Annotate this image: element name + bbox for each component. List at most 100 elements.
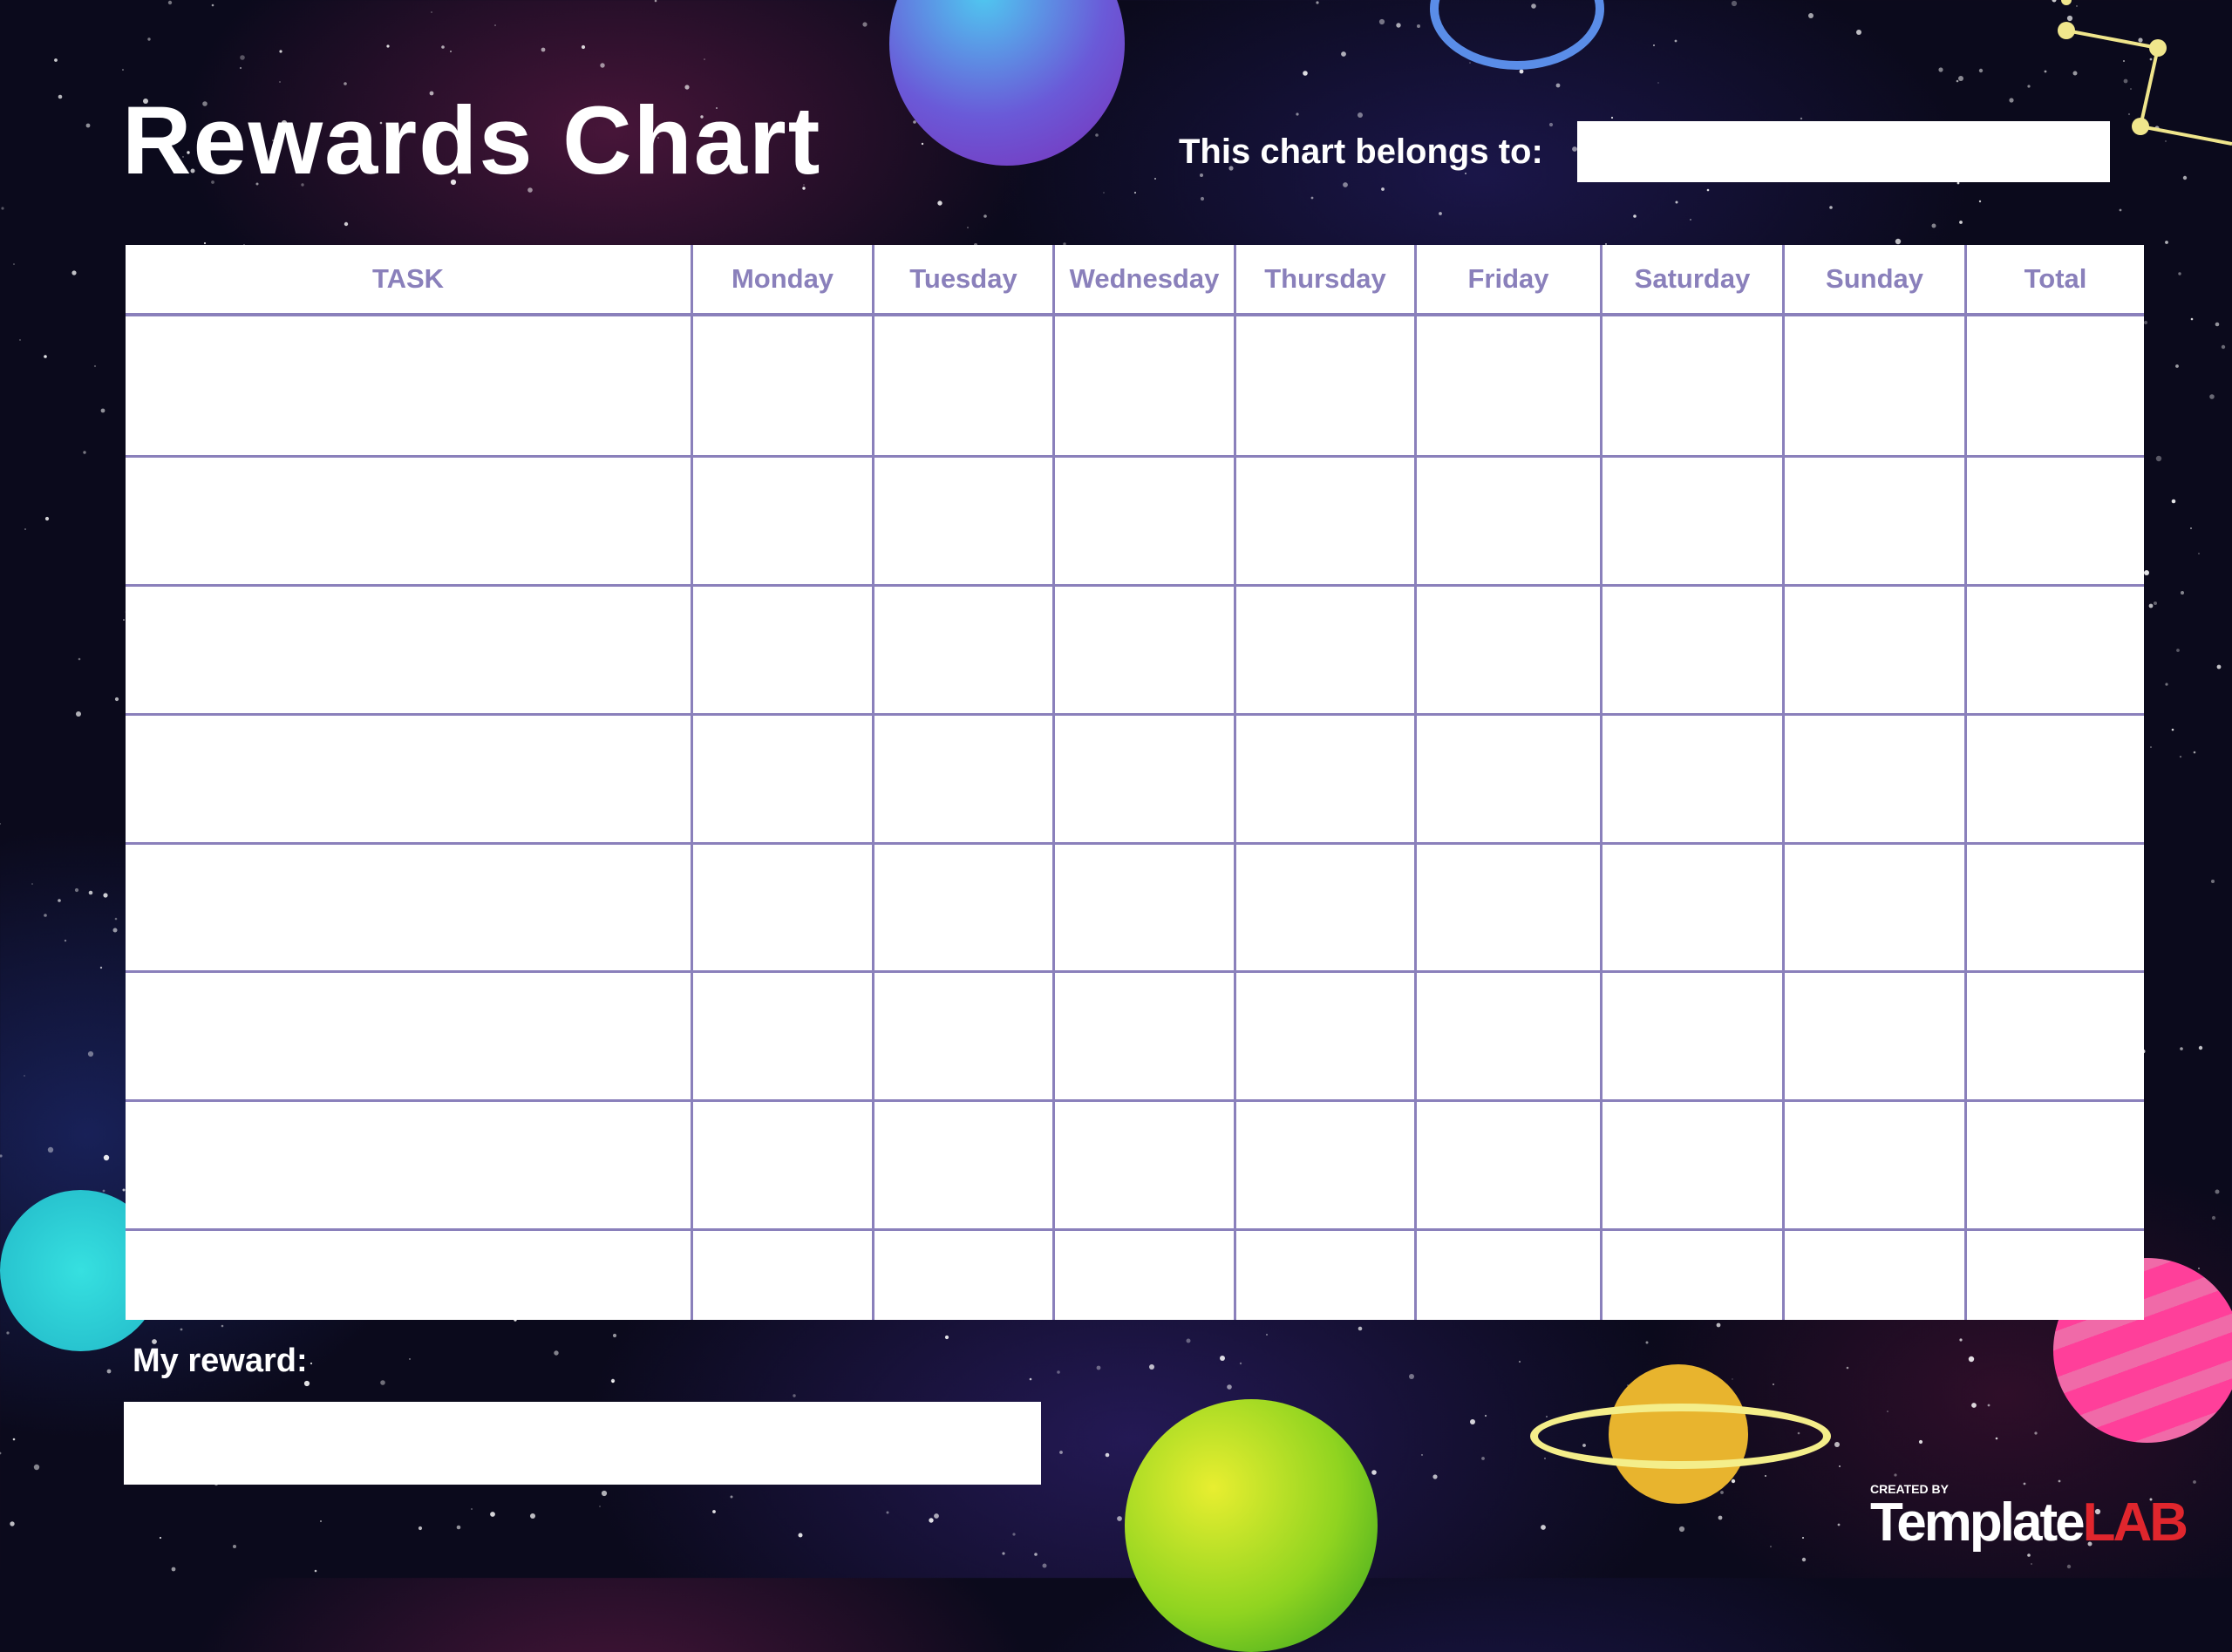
day-cell[interactable] bbox=[1600, 841, 1785, 974]
task-cell[interactable] bbox=[126, 455, 693, 587]
day-cell[interactable] bbox=[691, 583, 874, 716]
day-cell[interactable] bbox=[691, 970, 874, 1103]
day-cell[interactable] bbox=[1600, 712, 1785, 845]
day-cell[interactable] bbox=[1052, 712, 1236, 845]
day-cell[interactable] bbox=[691, 313, 874, 459]
day-cell[interactable] bbox=[1964, 313, 2144, 459]
day-cell[interactable] bbox=[1052, 1227, 1236, 1320]
task-cell[interactable] bbox=[126, 970, 693, 1103]
day-cell[interactable] bbox=[691, 1099, 874, 1231]
day-cell[interactable] bbox=[1964, 583, 2144, 716]
task-cell[interactable] bbox=[126, 841, 693, 974]
day-cell[interactable] bbox=[872, 841, 1055, 974]
day-cell[interactable] bbox=[1234, 1227, 1417, 1320]
day-cell[interactable] bbox=[1782, 1227, 1967, 1320]
day-cell[interactable] bbox=[1414, 1227, 1603, 1320]
task-cell[interactable] bbox=[126, 1099, 693, 1231]
day-cell[interactable] bbox=[872, 455, 1055, 587]
planet-ring bbox=[1530, 1404, 1831, 1469]
day-cell[interactable] bbox=[1234, 455, 1417, 587]
rewards-table: TASK Monday Tuesday Wednesday Thursday Friday… bbox=[126, 245, 2144, 1320]
task-cell[interactable] bbox=[126, 1227, 693, 1320]
day-cell[interactable] bbox=[1782, 455, 1967, 587]
day-cell[interactable] bbox=[1414, 712, 1603, 845]
day-cell[interactable] bbox=[691, 455, 874, 587]
day-cell[interactable] bbox=[1782, 841, 1967, 974]
task-cell[interactable] bbox=[126, 712, 693, 845]
day-cell[interactable] bbox=[1600, 970, 1785, 1103]
day-cell[interactable] bbox=[1964, 841, 2144, 974]
day-cell[interactable] bbox=[1600, 1099, 1785, 1231]
column-header: Monday bbox=[691, 245, 874, 316]
day-cell[interactable] bbox=[1600, 1227, 1785, 1320]
green-planet-icon bbox=[1125, 1399, 1378, 1652]
day-cell[interactable] bbox=[1414, 583, 1603, 716]
day-cell[interactable] bbox=[872, 712, 1055, 845]
day-cell[interactable] bbox=[872, 1099, 1055, 1231]
day-cell[interactable] bbox=[1234, 1099, 1417, 1231]
day-cell[interactable] bbox=[1234, 712, 1417, 845]
column-header: TASK bbox=[126, 245, 693, 316]
day-cell[interactable] bbox=[1234, 841, 1417, 974]
table-row bbox=[126, 1227, 2144, 1320]
day-cell[interactable] bbox=[1964, 712, 2144, 845]
day-cell[interactable] bbox=[1052, 455, 1236, 587]
day-cell[interactable] bbox=[1052, 841, 1236, 974]
table-row bbox=[126, 1099, 2144, 1231]
day-cell[interactable] bbox=[1052, 313, 1236, 459]
day-cell[interactable] bbox=[1052, 1099, 1236, 1231]
logo-brand-a: Template bbox=[1870, 1492, 2086, 1553]
column-header: Wednesday bbox=[1052, 245, 1236, 316]
task-cell[interactable] bbox=[126, 313, 693, 459]
belongs-label: This chart belongs to: bbox=[1179, 133, 1543, 171]
day-cell[interactable] bbox=[1964, 455, 2144, 587]
day-cell[interactable] bbox=[1052, 583, 1236, 716]
day-cell[interactable] bbox=[1782, 1099, 1967, 1231]
constellation-icon bbox=[2058, 0, 2232, 146]
day-cell[interactable] bbox=[1234, 970, 1417, 1103]
day-cell[interactable] bbox=[1234, 583, 1417, 716]
day-cell[interactable] bbox=[1414, 841, 1603, 974]
column-header: Saturday bbox=[1600, 245, 1785, 316]
task-cell[interactable] bbox=[126, 583, 693, 716]
day-cell[interactable] bbox=[1964, 1099, 2144, 1231]
table-row bbox=[126, 313, 2144, 459]
day-cell[interactable] bbox=[872, 313, 1055, 459]
reward-label: My reward: bbox=[133, 1343, 308, 1379]
column-header: Sunday bbox=[1782, 245, 1967, 316]
day-cell[interactable] bbox=[1600, 313, 1785, 459]
day-cell[interactable] bbox=[1414, 1099, 1603, 1231]
logo-brand-b: LAB bbox=[2082, 1492, 2188, 1553]
day-cell[interactable] bbox=[1964, 970, 2144, 1103]
table-row bbox=[126, 583, 2144, 716]
column-header: Friday bbox=[1414, 245, 1603, 316]
day-cell[interactable] bbox=[1052, 970, 1236, 1103]
day-cell[interactable] bbox=[1414, 313, 1603, 459]
logo-created-by: CREATED BY bbox=[1870, 1482, 1949, 1496]
table-row bbox=[126, 970, 2144, 1103]
day-cell[interactable] bbox=[1782, 583, 1967, 716]
day-cell[interactable] bbox=[1234, 313, 1417, 459]
day-cell[interactable] bbox=[872, 583, 1055, 716]
day-cell[interactable] bbox=[1964, 1227, 2144, 1320]
reward-field[interactable] bbox=[124, 1402, 1041, 1485]
page-title: Rewards Chart bbox=[122, 87, 822, 194]
day-cell[interactable] bbox=[1600, 583, 1785, 716]
table-row bbox=[126, 841, 2144, 974]
day-cell[interactable] bbox=[691, 1227, 874, 1320]
day-cell[interactable] bbox=[872, 970, 1055, 1103]
owner-name-field[interactable] bbox=[1577, 121, 2110, 182]
templatelab-logo: CREATED BY TemplateLAB bbox=[1870, 1482, 2188, 1553]
day-cell[interactable] bbox=[1782, 970, 1967, 1103]
day-cell[interactable] bbox=[1782, 313, 1967, 459]
day-cell[interactable] bbox=[1600, 455, 1785, 587]
day-cell[interactable] bbox=[691, 841, 874, 974]
day-cell[interactable] bbox=[1414, 970, 1603, 1103]
column-header: Thursday bbox=[1234, 245, 1417, 316]
day-cell[interactable] bbox=[1782, 712, 1967, 845]
day-cell[interactable] bbox=[1414, 455, 1603, 587]
day-cell[interactable] bbox=[872, 1227, 1055, 1320]
table-row bbox=[126, 712, 2144, 845]
column-header: Total bbox=[1964, 245, 2144, 316]
day-cell[interactable] bbox=[691, 712, 874, 845]
